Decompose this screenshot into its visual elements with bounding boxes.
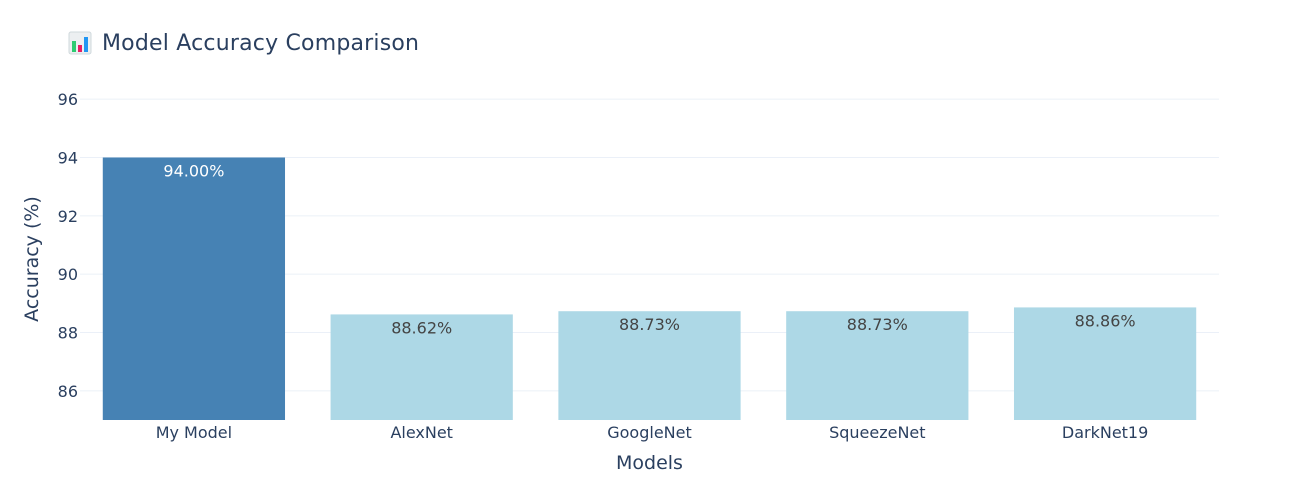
data-label: 88.62% (391, 318, 452, 337)
data-label: 94.00% (163, 162, 224, 181)
bar[interactable] (1013, 307, 1197, 420)
y-tick-label: 90 (58, 265, 78, 284)
data-label: 88.73% (619, 315, 680, 334)
bars (102, 157, 1197, 421)
chart-title: Model Accuracy Comparison (102, 30, 420, 56)
y-axis-label: Accuracy (%) (21, 196, 43, 322)
x-tick-label: My Model (156, 423, 232, 442)
x-tick-label: SqueezeNet (829, 423, 925, 442)
x-axis-ticks: My Model AlexNet GoogleNet SqueezeNet DarkNe… (156, 423, 1149, 442)
y-axis-ticks: 86 88 90 92 94 96 (58, 90, 78, 401)
y-tick-label: 86 (58, 382, 78, 401)
x-tick-label: AlexNet (390, 423, 453, 442)
y-tick-label: 96 (58, 90, 78, 109)
data-labels: 94.00% 88.62% 88.73% 88.73% 88.86% (163, 162, 1135, 338)
bar[interactable] (558, 311, 741, 420)
bar-chart-icon (68, 31, 92, 55)
data-label: 88.73% (847, 315, 908, 334)
x-tick-label: DarkNet19 (1062, 423, 1148, 442)
bar[interactable] (786, 311, 969, 420)
y-tick-label: 94 (58, 149, 78, 168)
x-tick-label: GoogleNet (607, 423, 692, 442)
bar[interactable] (330, 314, 513, 420)
y-tick-label: 88 (58, 324, 78, 343)
data-label: 88.86% (1075, 311, 1136, 330)
bar[interactable] (102, 157, 286, 421)
x-axis-label: Models (616, 452, 683, 474)
y-tick-label: 92 (58, 207, 78, 226)
chart-title-row: Model Accuracy Comparison (68, 28, 419, 58)
